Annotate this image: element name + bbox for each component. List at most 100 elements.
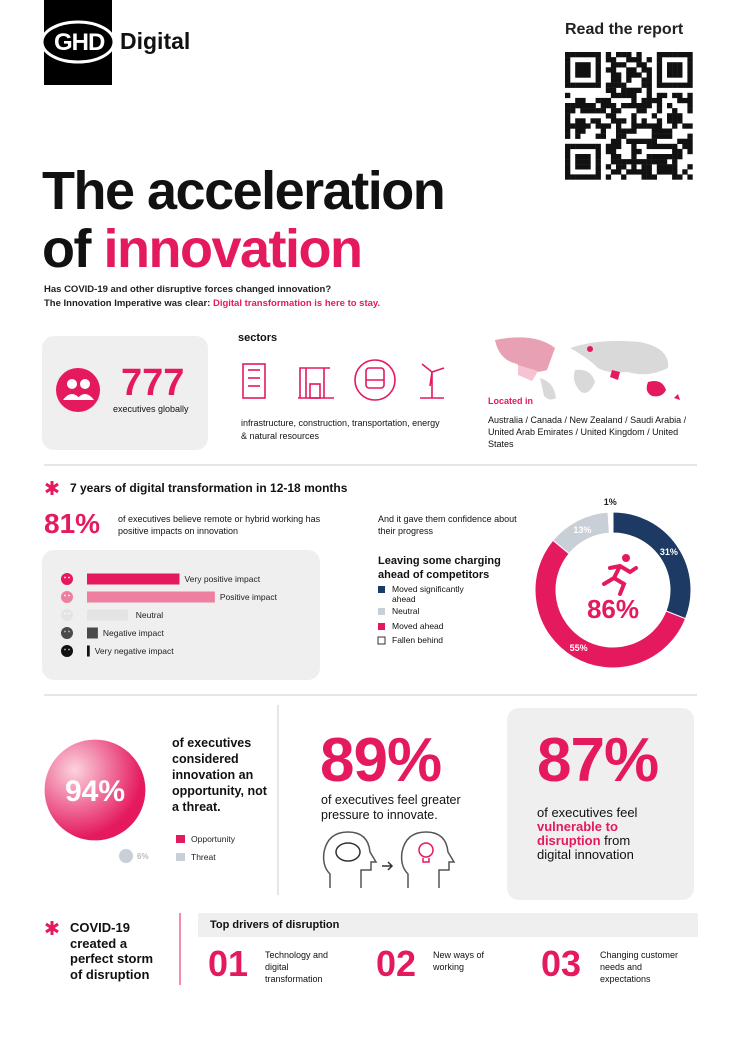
qr-module [641, 103, 647, 109]
qr-module [687, 77, 693, 83]
qr-module [585, 154, 591, 160]
qr-module [687, 133, 693, 139]
qr-module [672, 67, 678, 73]
qr-module [616, 108, 622, 114]
qr-module [626, 77, 632, 83]
world-map [495, 337, 680, 400]
qr-module [682, 169, 688, 175]
face-eye [68, 630, 70, 633]
legend-label: Fallen behind [392, 635, 444, 645]
qr-module [631, 128, 637, 134]
qr-module [672, 154, 678, 160]
impact-bar [87, 645, 90, 657]
qr-module [610, 169, 617, 175]
qr-module [585, 52, 591, 58]
runner-icon [602, 554, 638, 596]
qr-module [575, 123, 581, 129]
qr-module [621, 103, 627, 109]
qr-module [672, 143, 678, 150]
qr-module [636, 103, 642, 109]
qr-module [667, 72, 673, 78]
qr-module [621, 164, 627, 170]
qr-module [590, 118, 596, 124]
qr-module [565, 128, 571, 134]
qr-module [605, 67, 612, 73]
intro-statement: The Innovation Imperative was clear: Dig… [44, 298, 380, 309]
face-eye [64, 576, 66, 579]
driver-rank: 03 [541, 943, 582, 984]
stat: 87% [537, 726, 659, 795]
qr-module [687, 97, 693, 104]
legend-label: Opportunity [191, 834, 236, 844]
qr-module [631, 143, 637, 150]
qr-module [672, 72, 678, 78]
qr-module [677, 113, 683, 119]
locations-heading: Located in [488, 396, 534, 406]
report-link[interactable]: Read the report [565, 21, 684, 38]
qr-module [641, 108, 647, 114]
qr-module [687, 108, 693, 114]
qr-module [616, 169, 622, 175]
qr-module [626, 67, 632, 73]
qr-module [646, 57, 652, 63]
qr-module [636, 123, 642, 129]
qr-module [575, 164, 581, 170]
qr-module [651, 174, 657, 180]
people-icon [56, 368, 100, 412]
title-text: of [42, 219, 91, 279]
qr-module [575, 97, 581, 104]
qr-module [631, 87, 637, 93]
qr-module [595, 108, 601, 114]
qr-module [651, 97, 657, 104]
qr-module [631, 97, 637, 104]
qr-module [636, 159, 642, 165]
qr-module [595, 169, 601, 175]
qr-module [646, 174, 652, 180]
qr-module [626, 72, 632, 78]
intro-question: Has COVID-19 and other disruptive forces… [44, 284, 332, 295]
qr-module [667, 133, 673, 139]
qr-module [565, 123, 571, 129]
qr-module [605, 82, 612, 88]
qr-module [610, 77, 617, 83]
qr-module [672, 118, 678, 124]
qr-module [575, 133, 581, 139]
qr-module [646, 67, 652, 73]
qr-module [687, 72, 693, 78]
qr-module [580, 97, 586, 104]
qr-module [565, 169, 571, 175]
qr-module [610, 118, 617, 124]
qr-module [631, 154, 637, 160]
qr-module [580, 103, 586, 109]
qr-module [610, 82, 617, 88]
qr-module [631, 123, 637, 129]
donut-label: 31% [660, 547, 678, 557]
qr-module [636, 87, 642, 93]
qr-module [605, 52, 612, 58]
head-icons [322, 831, 456, 888]
legend-label: Threat [191, 852, 216, 862]
qr-module [610, 62, 617, 68]
qr-module [641, 97, 647, 104]
qr-module [661, 143, 668, 150]
face-eye [68, 576, 70, 579]
donut-segment [607, 511, 614, 534]
qr-module [646, 72, 652, 78]
face-eye [64, 630, 66, 633]
qr-module [590, 52, 596, 58]
qr-module [646, 159, 652, 165]
qr-module [565, 154, 571, 160]
qr-module [590, 174, 596, 180]
donut-center: 86% [587, 594, 639, 624]
panel [42, 336, 208, 450]
qr-module [687, 174, 693, 180]
driver-rank: 01 [208, 943, 249, 984]
qr-module [595, 143, 601, 150]
qr-module [677, 118, 683, 124]
driver-label: Technology and digital transformation [265, 950, 329, 984]
qr-module [605, 164, 612, 170]
qr-module [616, 72, 622, 78]
qr-module [656, 77, 663, 83]
qr-module [656, 57, 663, 63]
